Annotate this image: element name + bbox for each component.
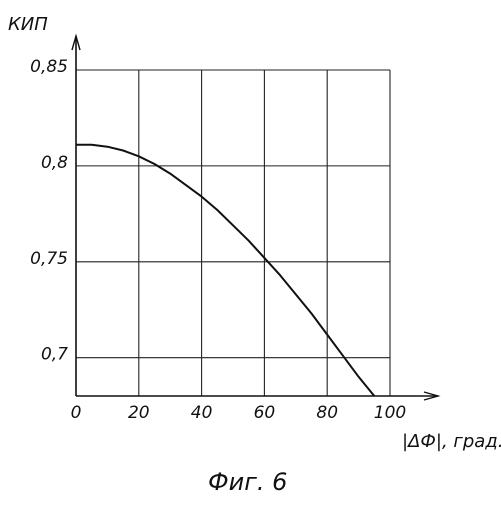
tick-labels: 0 20 40 60 80 100 0,7 0,75 0,8 0,85 <box>30 57 406 423</box>
x-tick-label-40: 40 <box>191 403 213 423</box>
axes <box>72 36 438 400</box>
grid <box>76 70 390 396</box>
x-tick-label-100: 100 <box>374 403 406 423</box>
series-layer <box>76 145 390 417</box>
y-tick-label-0_8: 0,8 <box>41 153 68 173</box>
x-tick-label-0: 0 <box>71 403 82 423</box>
x-tick-label-60: 60 <box>254 403 276 423</box>
figure-caption: Фиг. 6 <box>208 468 287 496</box>
x-axis-label: |ΔФ|, град. <box>402 431 501 452</box>
y-tick-label-0_85: 0,85 <box>30 57 68 77</box>
y-tick-label-0_75: 0,75 <box>30 249 68 269</box>
y-axis-label: КИП <box>8 14 48 35</box>
series-line-0 <box>76 145 390 417</box>
x-tick-label-80: 80 <box>316 403 338 423</box>
x-tick-label-20: 20 <box>128 403 150 423</box>
y-tick-label-0_7: 0,7 <box>41 345 68 365</box>
